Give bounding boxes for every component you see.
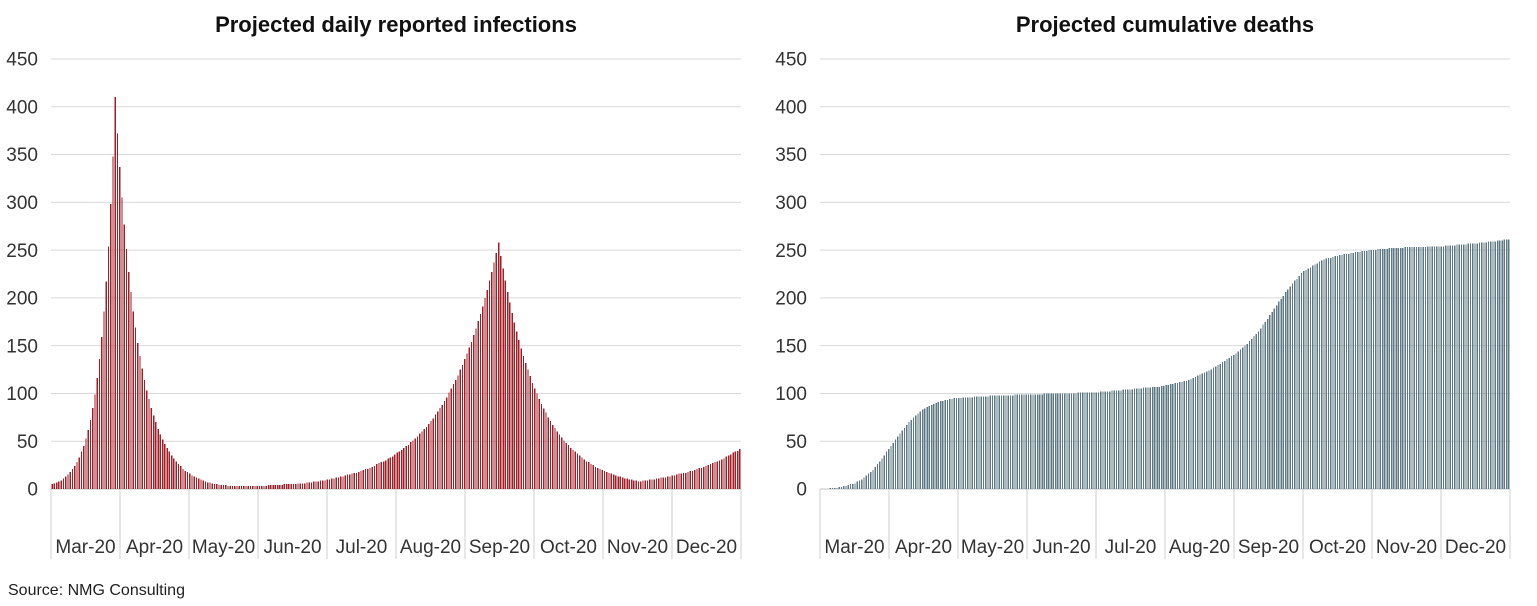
svg-text:100: 100 bbox=[6, 384, 38, 405]
svg-text:200: 200 bbox=[775, 289, 807, 310]
svg-text:Jul-20: Jul-20 bbox=[1105, 537, 1157, 558]
svg-text:Oct-20: Oct-20 bbox=[540, 537, 597, 558]
svg-text:May-20: May-20 bbox=[192, 537, 255, 558]
svg-text:150: 150 bbox=[775, 336, 807, 357]
svg-text:Sep-20: Sep-20 bbox=[469, 537, 530, 558]
bars bbox=[51, 97, 741, 490]
svg-text:350: 350 bbox=[775, 145, 807, 166]
y-tick-labels: 0 50 100 150 200 250 300 350 400 450 bbox=[6, 50, 38, 501]
infections-plot: Mar-20 Apr-20 May-20 Jun-20 Jul-20 Aug-20 Sep-… bbox=[6, 50, 742, 559]
svg-text:350: 350 bbox=[6, 145, 38, 166]
svg-text:Sep-20: Sep-20 bbox=[1238, 537, 1299, 558]
chart-title-deaths: Projected cumulative deaths bbox=[1015, 12, 1315, 37]
bars bbox=[829, 239, 1510, 489]
svg-text:100: 100 bbox=[775, 384, 807, 405]
svg-text:400: 400 bbox=[775, 97, 807, 118]
svg-text:Jul-20: Jul-20 bbox=[336, 537, 388, 558]
svg-text:0: 0 bbox=[796, 480, 807, 501]
deaths-plot: Mar-20 Apr-20 May-20 Jun-20 Jul-20 Aug-20 Sep-… bbox=[775, 50, 1511, 559]
svg-text:Aug-20: Aug-20 bbox=[400, 537, 461, 558]
svg-text:250: 250 bbox=[6, 241, 38, 262]
chart-title-infections: Projected daily reported infections bbox=[215, 12, 577, 37]
svg-text:0: 0 bbox=[27, 480, 38, 501]
y-gridlines bbox=[820, 58, 1510, 490]
svg-text:Dec-20: Dec-20 bbox=[676, 537, 737, 558]
svg-text:50: 50 bbox=[786, 432, 807, 453]
svg-text:Nov-20: Nov-20 bbox=[607, 537, 668, 558]
svg-text:250: 250 bbox=[775, 241, 807, 262]
x-labels: Mar-20 Apr-20 May-20 Jun-20 Jul-20 Aug-20 Sep-… bbox=[824, 537, 1506, 558]
svg-text:Mar-20: Mar-20 bbox=[55, 537, 115, 558]
svg-text:Apr-20: Apr-20 bbox=[126, 537, 183, 558]
source-note: Source: NMG Consulting bbox=[8, 582, 185, 599]
svg-text:450: 450 bbox=[775, 50, 807, 71]
svg-text:50: 50 bbox=[17, 432, 38, 453]
svg-text:150: 150 bbox=[6, 336, 38, 357]
svg-text:400: 400 bbox=[6, 97, 38, 118]
svg-text:Jun-20: Jun-20 bbox=[1032, 537, 1090, 558]
svg-text:450: 450 bbox=[6, 50, 38, 71]
y-gridlines bbox=[51, 58, 741, 490]
x-tick-lines bbox=[50, 489, 742, 559]
svg-text:200: 200 bbox=[6, 289, 38, 310]
svg-text:Jun-20: Jun-20 bbox=[263, 537, 321, 558]
svg-text:300: 300 bbox=[6, 193, 38, 214]
svg-text:Apr-20: Apr-20 bbox=[895, 537, 952, 558]
y-tick-labels: 0 50 100 150 200 250 300 350 400 450 bbox=[775, 50, 807, 501]
svg-text:Mar-20: Mar-20 bbox=[824, 537, 884, 558]
chart-infections: Projected daily reported infections Mar-… bbox=[0, 0, 760, 575]
svg-text:Aug-20: Aug-20 bbox=[1169, 537, 1230, 558]
svg-text:Oct-20: Oct-20 bbox=[1309, 537, 1366, 558]
svg-text:Nov-20: Nov-20 bbox=[1376, 537, 1437, 558]
x-labels: Mar-20 Apr-20 May-20 Jun-20 Jul-20 Aug-20 Sep-… bbox=[55, 537, 737, 558]
svg-text:Dec-20: Dec-20 bbox=[1445, 537, 1506, 558]
svg-text:300: 300 bbox=[775, 193, 807, 214]
x-tick-lines bbox=[819, 489, 1511, 559]
chart-deaths: Projected cumulative deaths Mar-20 Apr-20… bbox=[769, 0, 1537, 575]
svg-text:May-20: May-20 bbox=[961, 537, 1024, 558]
